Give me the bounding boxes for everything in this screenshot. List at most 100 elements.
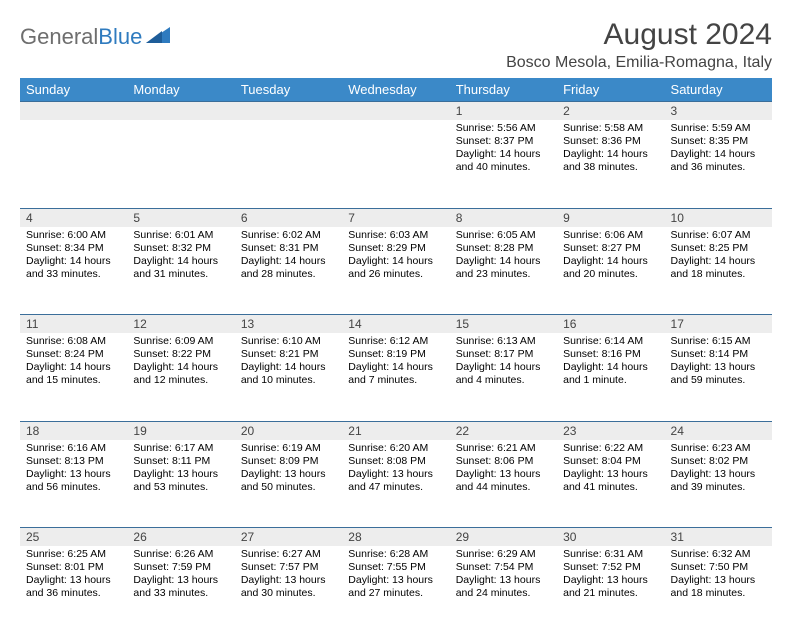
day-number: 11	[20, 315, 127, 333]
day-number	[342, 102, 449, 120]
day-number-cell: 30	[557, 528, 664, 547]
day-detail-cell: Sunrise: 6:06 AMSunset: 8:27 PMDaylight:…	[557, 227, 664, 315]
day-detail-cell: Sunrise: 6:26 AMSunset: 7:59 PMDaylight:…	[127, 546, 234, 634]
day-detail: Sunrise: 6:16 AMSunset: 8:13 PMDaylight:…	[20, 440, 127, 499]
day-number: 28	[342, 528, 449, 546]
day-detail-cell: Sunrise: 6:15 AMSunset: 8:14 PMDaylight:…	[665, 333, 772, 421]
day-number: 25	[20, 528, 127, 546]
day-detail-cell: Sunrise: 6:22 AMSunset: 8:04 PMDaylight:…	[557, 440, 664, 528]
day-detail-cell: Sunrise: 6:10 AMSunset: 8:21 PMDaylight:…	[235, 333, 342, 421]
day-number: 12	[127, 315, 234, 333]
month-title: August 2024	[506, 18, 772, 52]
day-number-cell: 24	[665, 421, 772, 440]
day-number: 2	[557, 102, 664, 120]
day-detail-cell: Sunrise: 6:21 AMSunset: 8:06 PMDaylight:…	[450, 440, 557, 528]
week-daynum-row: 123	[20, 102, 772, 121]
day-number: 23	[557, 422, 664, 440]
day-detail: Sunrise: 6:19 AMSunset: 8:09 PMDaylight:…	[235, 440, 342, 499]
day-detail-cell: Sunrise: 6:01 AMSunset: 8:32 PMDaylight:…	[127, 227, 234, 315]
day-detail: Sunrise: 6:32 AMSunset: 7:50 PMDaylight:…	[665, 546, 772, 605]
day-number-cell: 17	[665, 315, 772, 334]
day-detail: Sunrise: 6:14 AMSunset: 8:16 PMDaylight:…	[557, 333, 664, 392]
day-detail-cell: Sunrise: 6:28 AMSunset: 7:55 PMDaylight:…	[342, 546, 449, 634]
day-header-row: SundayMondayTuesdayWednesdayThursdayFrid…	[20, 78, 772, 102]
calendar-table: SundayMondayTuesdayWednesdayThursdayFrid…	[20, 78, 772, 634]
day-detail: Sunrise: 6:23 AMSunset: 8:02 PMDaylight:…	[665, 440, 772, 499]
page-header: GeneralBlue August 2024 Bosco Mesola, Em…	[20, 18, 772, 72]
day-detail: Sunrise: 6:26 AMSunset: 7:59 PMDaylight:…	[127, 546, 234, 605]
day-detail: Sunrise: 6:03 AMSunset: 8:29 PMDaylight:…	[342, 227, 449, 286]
day-number-cell: 26	[127, 528, 234, 547]
day-detail-cell: Sunrise: 6:29 AMSunset: 7:54 PMDaylight:…	[450, 546, 557, 634]
day-detail	[20, 120, 127, 126]
day-number-cell	[235, 102, 342, 121]
day-number	[127, 102, 234, 120]
day-detail-cell: Sunrise: 6:12 AMSunset: 8:19 PMDaylight:…	[342, 333, 449, 421]
day-detail: Sunrise: 5:56 AMSunset: 8:37 PMDaylight:…	[450, 120, 557, 179]
day-number-cell: 29	[450, 528, 557, 547]
day-detail: Sunrise: 6:20 AMSunset: 8:08 PMDaylight:…	[342, 440, 449, 499]
day-detail: Sunrise: 5:58 AMSunset: 8:36 PMDaylight:…	[557, 120, 664, 179]
day-number: 7	[342, 209, 449, 227]
day-number-cell: 27	[235, 528, 342, 547]
week-daynum-row: 18192021222324	[20, 421, 772, 440]
day-detail: Sunrise: 5:59 AMSunset: 8:35 PMDaylight:…	[665, 120, 772, 179]
day-header: Monday	[127, 78, 234, 102]
day-header: Tuesday	[235, 78, 342, 102]
day-number-cell: 7	[342, 208, 449, 227]
day-number: 1	[450, 102, 557, 120]
day-detail: Sunrise: 6:27 AMSunset: 7:57 PMDaylight:…	[235, 546, 342, 605]
day-number-cell: 12	[127, 315, 234, 334]
day-number: 24	[665, 422, 772, 440]
day-number: 9	[557, 209, 664, 227]
day-detail: Sunrise: 6:07 AMSunset: 8:25 PMDaylight:…	[665, 227, 772, 286]
day-detail: Sunrise: 6:17 AMSunset: 8:11 PMDaylight:…	[127, 440, 234, 499]
day-number: 15	[450, 315, 557, 333]
day-detail-cell: Sunrise: 6:23 AMSunset: 8:02 PMDaylight:…	[665, 440, 772, 528]
location-subtitle: Bosco Mesola, Emilia-Romagna, Italy	[506, 54, 772, 72]
day-number: 3	[665, 102, 772, 120]
day-number-cell: 25	[20, 528, 127, 547]
week-daynum-row: 45678910	[20, 208, 772, 227]
day-detail-cell: Sunrise: 6:27 AMSunset: 7:57 PMDaylight:…	[235, 546, 342, 634]
day-number-cell: 22	[450, 421, 557, 440]
day-number-cell: 18	[20, 421, 127, 440]
day-number-cell: 13	[235, 315, 342, 334]
day-detail: Sunrise: 6:28 AMSunset: 7:55 PMDaylight:…	[342, 546, 449, 605]
day-detail-cell: Sunrise: 6:08 AMSunset: 8:24 PMDaylight:…	[20, 333, 127, 421]
day-number-cell: 15	[450, 315, 557, 334]
day-number: 16	[557, 315, 664, 333]
day-number-cell: 20	[235, 421, 342, 440]
day-number-cell: 21	[342, 421, 449, 440]
day-number: 18	[20, 422, 127, 440]
week-daynum-row: 11121314151617	[20, 315, 772, 334]
day-detail-cell: Sunrise: 6:14 AMSunset: 8:16 PMDaylight:…	[557, 333, 664, 421]
day-detail: Sunrise: 6:25 AMSunset: 8:01 PMDaylight:…	[20, 546, 127, 605]
day-number-cell: 8	[450, 208, 557, 227]
day-number: 29	[450, 528, 557, 546]
day-number: 31	[665, 528, 772, 546]
day-number: 13	[235, 315, 342, 333]
day-number: 19	[127, 422, 234, 440]
day-number: 10	[665, 209, 772, 227]
day-number-cell: 14	[342, 315, 449, 334]
day-number: 27	[235, 528, 342, 546]
day-number: 8	[450, 209, 557, 227]
week-detail-row: Sunrise: 6:00 AMSunset: 8:34 PMDaylight:…	[20, 227, 772, 315]
day-detail-cell	[127, 120, 234, 208]
day-number: 14	[342, 315, 449, 333]
day-number	[20, 102, 127, 120]
day-detail-cell: Sunrise: 6:32 AMSunset: 7:50 PMDaylight:…	[665, 546, 772, 634]
day-number: 21	[342, 422, 449, 440]
day-detail-cell	[235, 120, 342, 208]
day-number-cell: 2	[557, 102, 664, 121]
day-detail-cell: Sunrise: 5:59 AMSunset: 8:35 PMDaylight:…	[665, 120, 772, 208]
day-number-cell: 16	[557, 315, 664, 334]
day-number-cell	[127, 102, 234, 121]
day-detail: Sunrise: 6:15 AMSunset: 8:14 PMDaylight:…	[665, 333, 772, 392]
day-detail: Sunrise: 6:22 AMSunset: 8:04 PMDaylight:…	[557, 440, 664, 499]
day-number: 5	[127, 209, 234, 227]
day-detail: Sunrise: 6:05 AMSunset: 8:28 PMDaylight:…	[450, 227, 557, 286]
day-detail-cell: Sunrise: 6:19 AMSunset: 8:09 PMDaylight:…	[235, 440, 342, 528]
day-detail-cell: Sunrise: 6:03 AMSunset: 8:29 PMDaylight:…	[342, 227, 449, 315]
